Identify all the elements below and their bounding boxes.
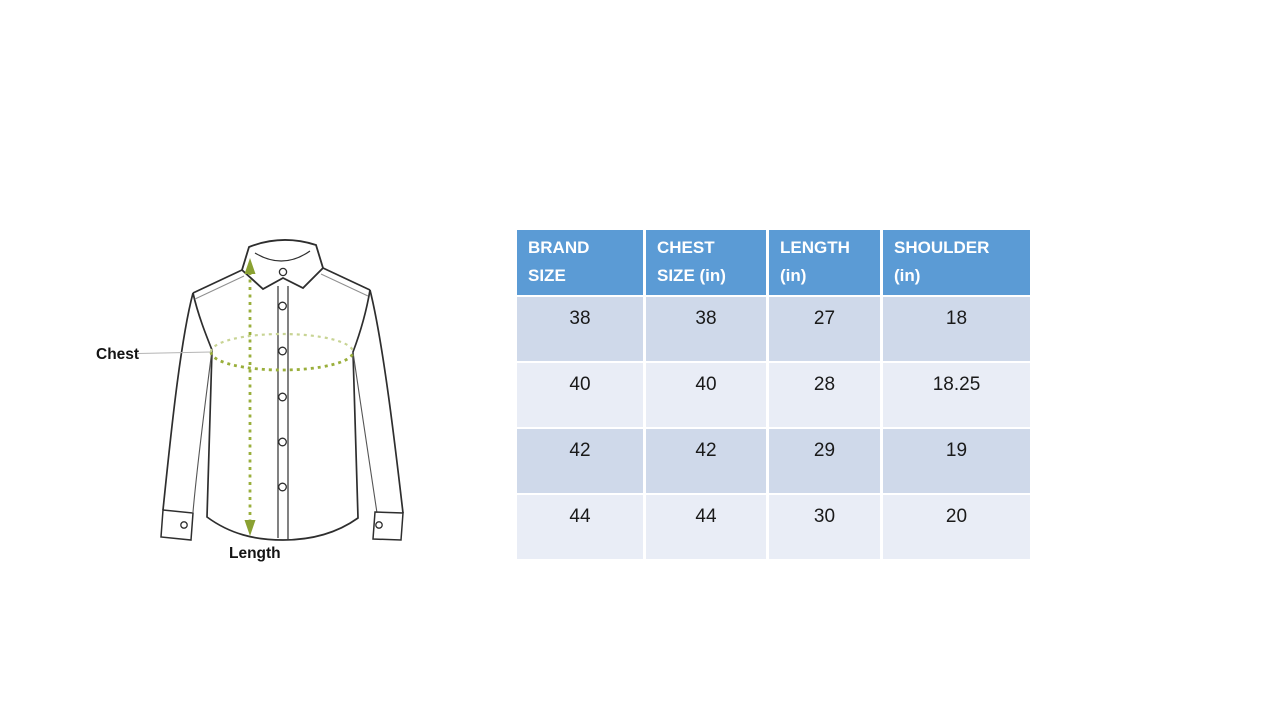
table-cell: 44 xyxy=(517,495,643,560)
right-yoke-seam xyxy=(320,273,369,297)
left-yoke-seam xyxy=(194,275,245,300)
table-cell: 30 xyxy=(769,495,880,560)
chest-pointer-line xyxy=(137,351,212,354)
chest-label: Chest xyxy=(96,346,139,363)
size-table-header: BRAND SIZE CHEST SIZE (in) LENGTH (in) SHOU… xyxy=(517,230,1030,296)
shirt-measurement-diagram: Chest Length xyxy=(85,222,415,572)
size-table: BRAND SIZE CHEST SIZE (in) LENGTH (in) SHOU… xyxy=(514,228,1033,561)
table-cell: 42 xyxy=(646,429,766,494)
collar-button xyxy=(278,267,288,277)
table-cell: 42 xyxy=(517,429,643,494)
table-row: 40 40 28 18.25 xyxy=(517,363,1030,428)
header-cell-1: CHEST SIZE (in) xyxy=(646,230,766,296)
table-cell: 28 xyxy=(769,363,880,428)
table-cell: 18.25 xyxy=(883,363,1030,428)
shirt-left-sleeve-inner-seam xyxy=(192,349,213,513)
size-table-body: 38 38 27 18 40 40 28 18.25 42 42 29 19 44 44 30 20 xyxy=(517,297,1030,560)
placket-buttons xyxy=(278,301,287,492)
shirt-right-cuff xyxy=(372,511,404,541)
header-cell-3: SHOULDER (in) xyxy=(883,230,1030,296)
chest-measure-ellipse-back xyxy=(209,332,355,353)
table-cell: 18 xyxy=(883,297,1030,362)
shirt-left-cuff xyxy=(160,509,194,541)
table-cell: 38 xyxy=(646,297,766,362)
shirt-collar xyxy=(240,239,325,291)
header-cell-2: LENGTH (in) xyxy=(769,230,880,296)
table-cell: 40 xyxy=(646,363,766,428)
shirt-drawing: Chest Length xyxy=(96,239,404,562)
chest-measure-ellipse-front xyxy=(209,351,355,372)
table-cell: 44 xyxy=(646,495,766,560)
length-arrowhead-top xyxy=(244,258,256,274)
table-row: 42 42 29 19 xyxy=(517,429,1030,494)
table-row: 44 44 30 20 xyxy=(517,495,1030,560)
shirt-right-sleeve xyxy=(369,289,404,514)
table-cell: 20 xyxy=(883,495,1030,560)
shirt-right-sleeve-inner-seam xyxy=(352,351,378,514)
left-cuff-button xyxy=(180,521,188,529)
table-cell: 27 xyxy=(769,297,880,362)
right-shoulder-seam xyxy=(322,267,371,291)
shirt-left-sleeve xyxy=(162,292,194,511)
header-cell-0: BRAND SIZE xyxy=(517,230,643,296)
size-table-container: BRAND SIZE CHEST SIZE (in) LENGTH (in) SHOU… xyxy=(514,228,1033,561)
collar-neckline xyxy=(254,250,311,262)
table-cell: 19 xyxy=(883,429,1030,494)
length-label: Length xyxy=(229,545,281,562)
shirt-body-outline xyxy=(192,289,371,541)
right-cuff-button xyxy=(375,521,383,529)
table-cell: 40 xyxy=(517,363,643,428)
length-arrowhead-bottom xyxy=(244,520,256,536)
table-row: 38 38 27 18 xyxy=(517,297,1030,362)
table-cell: 29 xyxy=(769,429,880,494)
left-shoulder-seam xyxy=(192,269,243,294)
table-cell: 38 xyxy=(517,297,643,362)
